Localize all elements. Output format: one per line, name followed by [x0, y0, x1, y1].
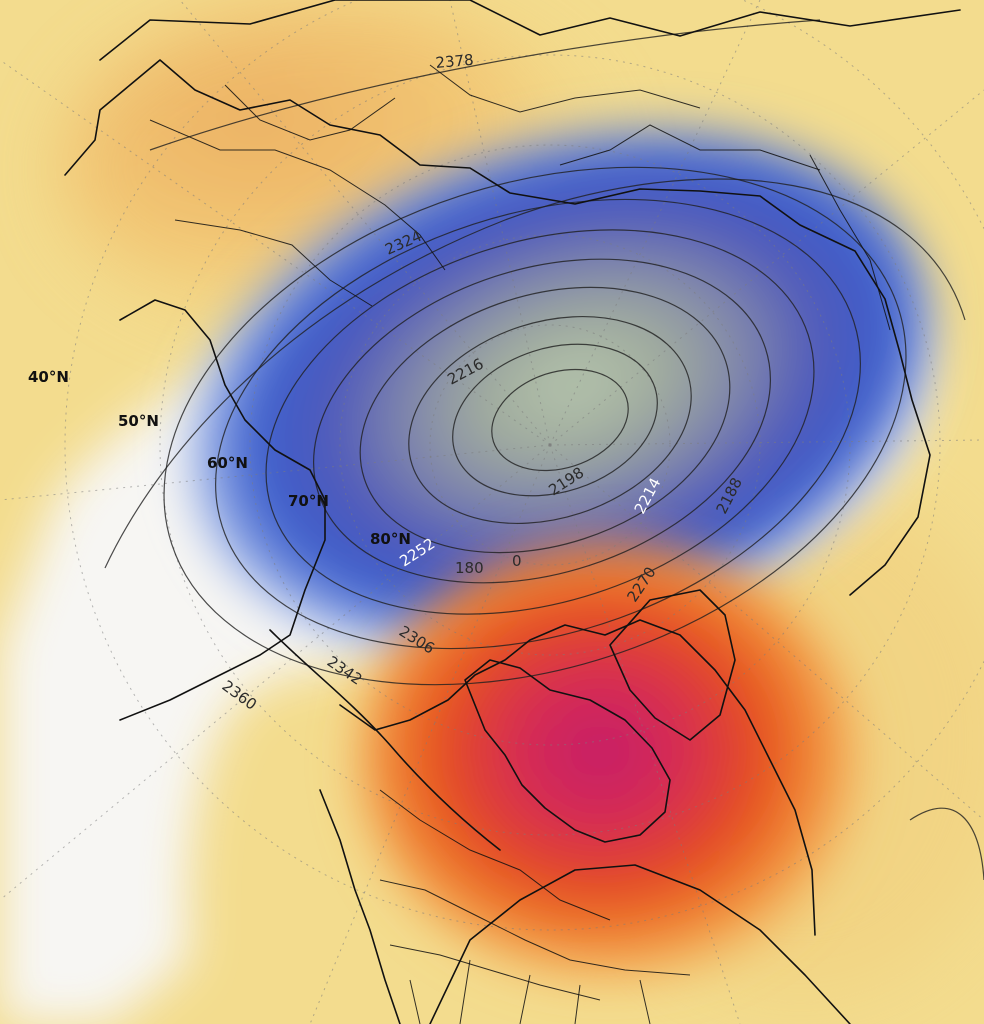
latitude-label-70n: 70°N: [288, 492, 329, 510]
latitude-label-80n: 80°N: [370, 530, 411, 548]
contour-label-2378: 2378: [435, 51, 475, 72]
latitude-label-40n: 40°N: [28, 368, 69, 386]
height-contours: [104, 19, 984, 881]
latitude-label-50n: 50°N: [118, 412, 159, 430]
contour-label-0: 0: [512, 552, 522, 570]
contour-label-180: 180: [455, 559, 484, 577]
land-borders: [64, 0, 961, 1024]
latitude-label-60n: 60°N: [207, 454, 248, 472]
